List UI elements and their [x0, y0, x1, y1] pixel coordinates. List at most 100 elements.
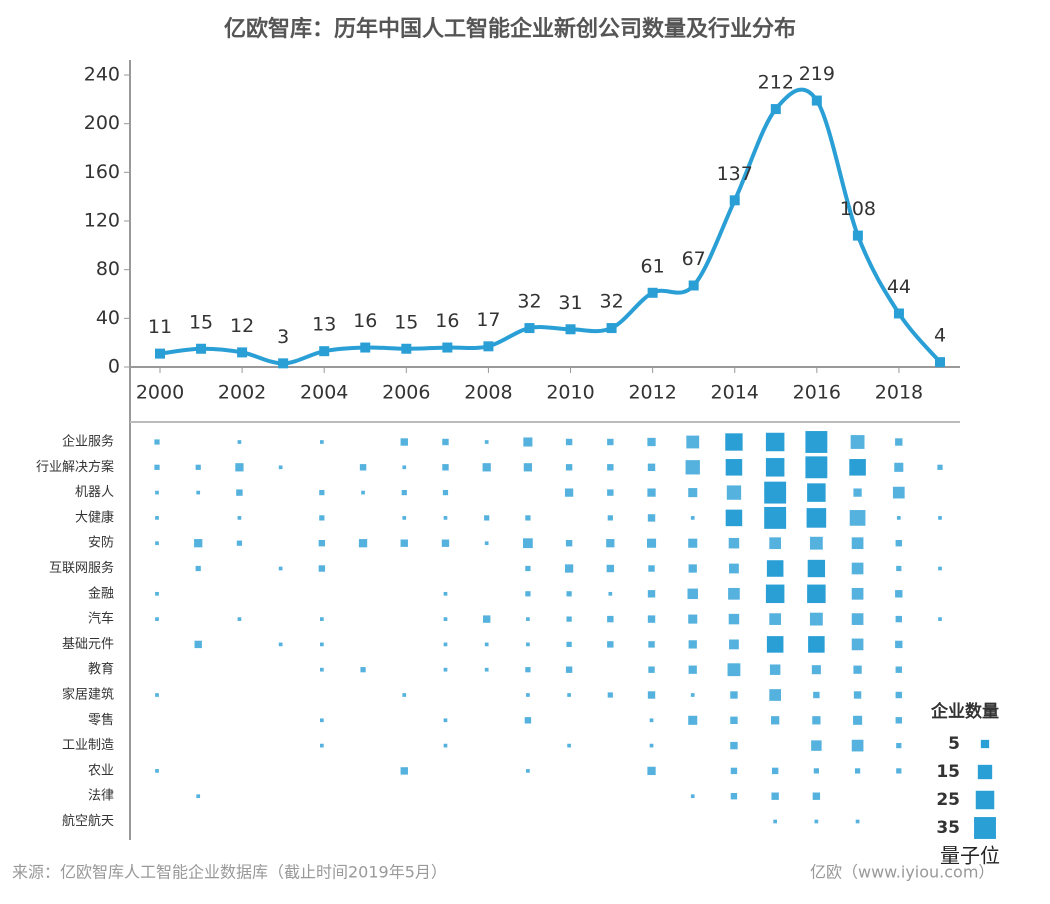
value-label: 4 — [934, 325, 946, 347]
category-label: 农业 — [88, 763, 114, 778]
square — [895, 640, 903, 649]
square — [606, 564, 615, 573]
point — [935, 357, 945, 368]
square — [809, 536, 823, 550]
point — [401, 343, 412, 354]
point — [647, 287, 658, 298]
square — [892, 486, 905, 499]
legend-square — [974, 817, 996, 839]
point — [852, 230, 863, 241]
y-tick-label: 160 — [84, 161, 120, 183]
category-label: 互联网服务 — [49, 560, 114, 576]
square — [319, 743, 324, 748]
square — [649, 743, 654, 748]
line — [159, 87, 942, 366]
square — [401, 489, 407, 496]
square — [443, 516, 448, 520]
source: 来源：亿欧智库人工智能企业数据库（截止时间2019年5月） — [12, 863, 447, 882]
square — [895, 590, 903, 598]
point — [155, 348, 165, 359]
square — [155, 769, 159, 773]
square — [649, 718, 654, 723]
square — [808, 636, 825, 653]
square — [647, 514, 656, 522]
point — [524, 323, 535, 334]
square — [237, 440, 242, 444]
value-label: 61 — [641, 255, 665, 277]
square — [690, 794, 695, 799]
square — [402, 465, 407, 470]
square — [607, 615, 614, 623]
square — [443, 591, 448, 596]
square — [814, 819, 819, 824]
square — [195, 464, 201, 470]
square — [647, 590, 656, 598]
square — [564, 488, 574, 497]
square — [400, 438, 408, 446]
square — [648, 641, 655, 648]
square — [896, 768, 902, 774]
square — [849, 459, 866, 476]
category-label: 零售 — [88, 712, 114, 728]
square — [567, 693, 571, 697]
category-label: 大健康 — [75, 509, 114, 525]
square — [688, 614, 698, 624]
value-label: 67 — [682, 248, 706, 270]
square — [647, 766, 656, 776]
square — [443, 617, 448, 621]
square — [154, 464, 160, 470]
square — [237, 516, 242, 520]
square — [196, 490, 201, 495]
square — [687, 588, 698, 600]
point — [483, 341, 494, 352]
legend-label: 15 — [936, 762, 960, 782]
square — [765, 584, 785, 604]
square — [443, 743, 448, 748]
square — [769, 689, 782, 701]
square — [442, 438, 449, 446]
x-tick-label: 2000 — [136, 382, 184, 404]
value-label: 13 — [312, 314, 336, 336]
square — [765, 432, 785, 452]
y-tick-label: 40 — [96, 307, 120, 329]
square — [526, 642, 530, 647]
point — [442, 342, 453, 353]
square — [607, 489, 614, 496]
square — [896, 565, 902, 572]
legend-label: 35 — [936, 818, 960, 838]
square — [155, 541, 159, 546]
square — [484, 515, 490, 521]
x-tick-label: 2008 — [464, 382, 512, 404]
square — [812, 716, 821, 725]
square — [813, 768, 819, 774]
square — [441, 539, 450, 547]
square — [769, 613, 782, 625]
square — [237, 617, 242, 621]
square — [849, 510, 866, 526]
square — [806, 508, 827, 528]
square — [771, 767, 779, 775]
category-label: 企业服务 — [62, 434, 114, 450]
credit: 亿欧（www.iyiou.com） — [810, 863, 994, 882]
value-label: 32 — [517, 291, 541, 313]
square — [565, 666, 573, 673]
x-tick-label: 2014 — [711, 382, 759, 404]
square — [482, 615, 491, 623]
x-tick-label: 2012 — [628, 382, 676, 404]
x-tick-label: 2016 — [793, 382, 841, 404]
square — [688, 538, 698, 548]
square — [278, 566, 283, 571]
square — [155, 617, 159, 621]
square — [851, 562, 864, 575]
square — [771, 792, 779, 800]
square — [443, 718, 448, 723]
square — [196, 794, 201, 799]
category-label: 行业解决方案 — [36, 459, 114, 475]
square — [851, 739, 864, 752]
point — [565, 324, 576, 335]
value-label: 15 — [394, 311, 418, 333]
square — [194, 539, 203, 548]
square — [484, 541, 489, 546]
square — [358, 539, 368, 548]
square — [236, 489, 243, 496]
